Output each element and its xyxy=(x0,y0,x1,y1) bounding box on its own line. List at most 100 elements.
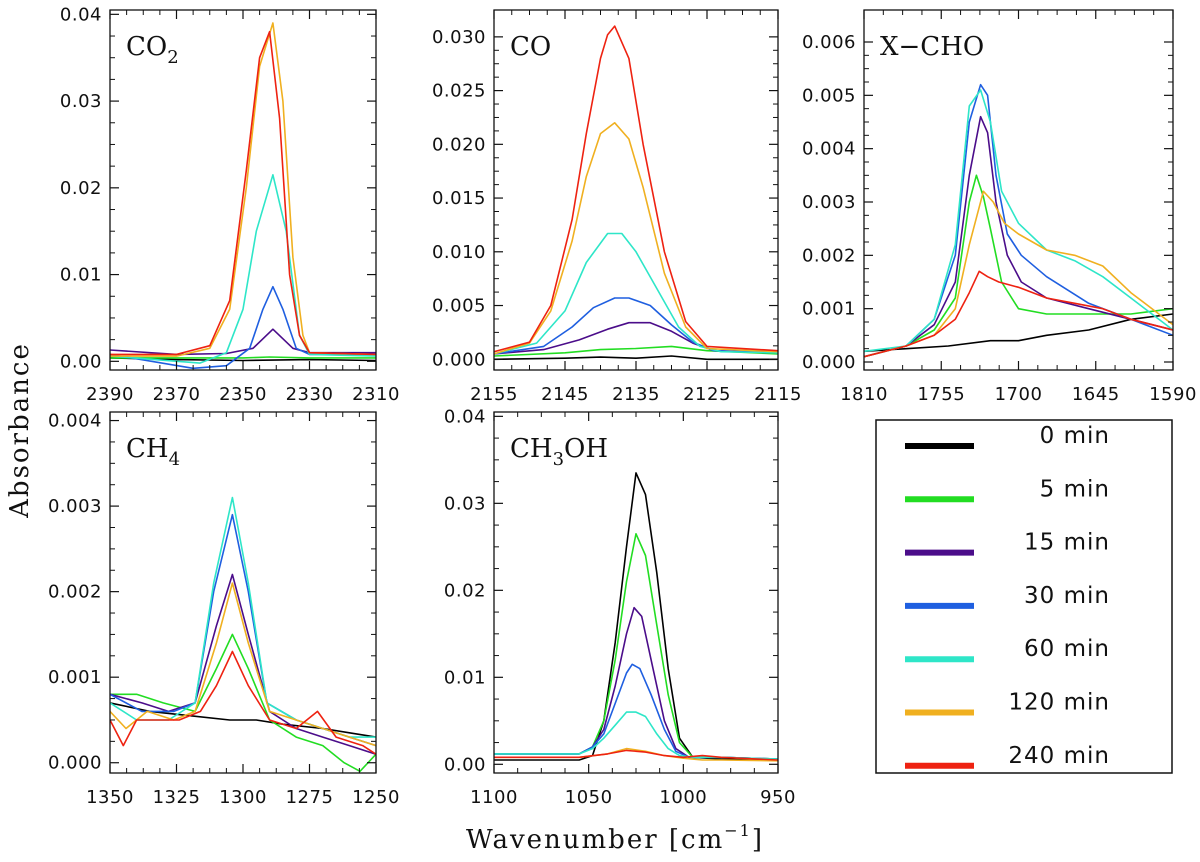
x-axis-title-main: Wavenumber [cm xyxy=(466,825,724,855)
y-axis-title: Absorbance xyxy=(5,342,35,519)
x-tick-label: 1700 xyxy=(995,384,1043,405)
series-60-min xyxy=(494,232,778,355)
y-tick-label: 0.03 xyxy=(444,493,486,514)
panel-ch3oh: 1100 1050 1000 950 0.00 0.01 0.02 0.03 0.04 CH3OH xyxy=(444,406,796,808)
series-240-min xyxy=(494,25,778,353)
series-120-min xyxy=(110,582,376,747)
x-tick-label: 2310 xyxy=(352,384,400,405)
x-tick-label: 950 xyxy=(760,787,796,808)
x-tick-label: 1050 xyxy=(565,787,613,808)
x-tick-label: 1645 xyxy=(1072,384,1120,405)
y-tick-label: 0.030 xyxy=(432,27,486,48)
y-tick-label: 0.02 xyxy=(60,178,102,199)
x-tick-label: 1300 xyxy=(219,787,267,808)
y-tick-label: 0.002 xyxy=(802,245,856,266)
x-axis-title-end: ] xyxy=(752,825,764,855)
x-tick-label: 1325 xyxy=(153,787,201,808)
panel-title-co2: CO2 xyxy=(126,32,179,68)
series-30-min xyxy=(864,83,1173,358)
plot-frame xyxy=(493,411,779,774)
y-tick-label: 0.04 xyxy=(444,406,486,427)
y-tick-label: 0.01 xyxy=(60,265,102,286)
plot-frame xyxy=(109,411,377,774)
series-240-min xyxy=(494,749,778,761)
series-120-min xyxy=(864,190,1173,358)
series-15-min xyxy=(110,573,376,755)
series-group xyxy=(494,25,778,361)
legend-entry: 0 min xyxy=(905,423,1110,449)
legend-label: 240 min xyxy=(1008,743,1110,769)
panel-xcho: 1810 1755 1700 1645 1590 0.000 0.001 0.002 0.003… xyxy=(802,9,1196,405)
legend-label: 60 min xyxy=(1024,636,1110,662)
x-tick-label: 1100 xyxy=(470,787,518,808)
y-tick-label: 0.03 xyxy=(60,91,102,112)
series-5-min xyxy=(110,356,376,359)
series-15-min xyxy=(864,115,1173,358)
x-tick-label: 1810 xyxy=(840,384,888,405)
series-240-min xyxy=(864,270,1173,358)
legend-label: 15 min xyxy=(1024,530,1110,556)
series-60-min xyxy=(110,174,376,364)
series-240-min xyxy=(110,30,376,356)
legend-entry: 120 min xyxy=(905,690,1110,716)
y-tick-label: 0.01 xyxy=(444,667,486,688)
series-240-min xyxy=(110,650,376,755)
legend-label: 120 min xyxy=(1008,690,1110,716)
x-tick-label: 2350 xyxy=(219,384,267,405)
y-tick-label: 0.001 xyxy=(802,299,856,320)
panel-co: 2155 2145 2135 2125 2115 0.000 0.005 0.010 0.015… xyxy=(432,9,802,405)
y-tick-label: 0.015 xyxy=(432,188,486,209)
legend-label: 0 min xyxy=(1040,423,1110,449)
panel-title-xcho: X−CHO xyxy=(880,32,984,62)
legend-label: 5 min xyxy=(1040,476,1110,502)
series-group xyxy=(864,83,1173,358)
y-tick-label: 0.000 xyxy=(48,753,102,774)
y-tick-label: 0.020 xyxy=(432,134,486,155)
x-tick-label: 2145 xyxy=(541,384,589,405)
y-tick-label: 0.00 xyxy=(60,351,102,372)
x-axis-title-sup: −1 xyxy=(724,821,752,840)
x-tick-label: 2390 xyxy=(86,384,134,405)
series-60-min xyxy=(864,89,1173,353)
y-tick-label: 0.001 xyxy=(48,667,102,688)
x-tick-label: 1000 xyxy=(659,787,707,808)
x-tick-label: 1250 xyxy=(352,787,400,808)
panel-title-co: CO xyxy=(510,32,551,62)
panel-co2: 2390 2370 2350 2330 2310 0.00 0.01 0.02 0.03 0.04… xyxy=(60,4,400,405)
plot-frame xyxy=(109,9,377,371)
y-tick-label: 0.003 xyxy=(802,192,856,213)
series-0-min xyxy=(494,355,778,361)
y-tick-label: 0.02 xyxy=(444,580,486,601)
series-5-min xyxy=(494,532,778,760)
y-tick-label: 0.010 xyxy=(432,242,486,263)
y-tick-label: 0.004 xyxy=(48,411,102,432)
legend-entry: 240 min xyxy=(905,743,1110,769)
y-tick-label: 0.002 xyxy=(48,582,102,603)
y-tick-label: 0.005 xyxy=(802,85,856,106)
x-tick-label: 2330 xyxy=(286,384,334,405)
y-tick-label: 0.000 xyxy=(432,349,486,370)
series-0-min xyxy=(494,472,778,761)
series-30-min xyxy=(494,297,778,355)
x-tick-label: 1350 xyxy=(86,787,134,808)
panel-title-ch3oh: CH3OH xyxy=(510,434,608,470)
panel-title-ch4: CH4 xyxy=(126,434,180,470)
plot-frame xyxy=(863,9,1174,371)
series-group xyxy=(494,472,778,762)
legend-entry: 15 min xyxy=(905,530,1110,556)
legend-label: 30 min xyxy=(1024,583,1110,609)
y-tick-label: 0.00 xyxy=(444,754,486,775)
x-tick-label: 2155 xyxy=(470,384,518,405)
x-tick-label: 2115 xyxy=(754,384,802,405)
x-tick-label: 1275 xyxy=(286,787,334,808)
x-tick-label: 2370 xyxy=(153,384,201,405)
series-5-min xyxy=(864,174,1173,358)
legend-entries: 0 min 5 min 15 min 30 min 60 min 120 min 240 m… xyxy=(905,423,1110,769)
y-tick-label: 0.004 xyxy=(802,139,856,160)
panel-ch4: 1350 1325 1300 1275 1250 0.000 0.001 0.002 0.003… xyxy=(48,411,400,808)
series-5-min xyxy=(494,345,778,357)
legend-entry: 5 min xyxy=(905,476,1110,503)
y-tick-label: 0.005 xyxy=(432,296,486,317)
series-0-min xyxy=(864,313,1173,353)
